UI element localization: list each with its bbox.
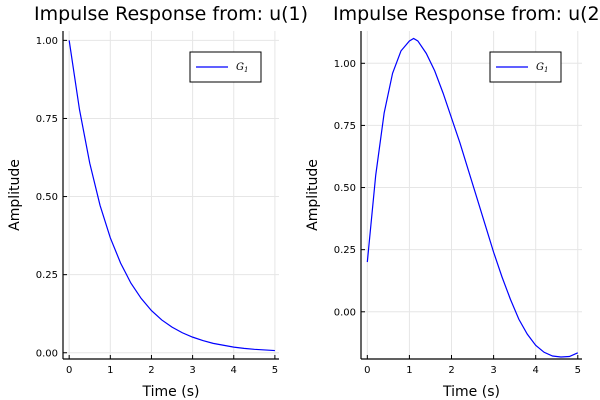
plot-2-title: Impulse Response from: u(2 xyxy=(333,3,600,25)
plot-2-x-tick-label: 5 xyxy=(575,365,581,376)
plot-2-y-tick-label: 0.00 xyxy=(334,307,356,318)
plot-1-legend-label: G1 xyxy=(236,62,248,74)
plot-2-y-tick-label: 0.25 xyxy=(334,245,356,256)
plot-1-legend: G1 xyxy=(189,51,262,83)
plot-1-legend-name: G xyxy=(236,62,244,73)
plot-1-title: Impulse Response from: u(1) xyxy=(34,3,308,25)
plot-1-y-ticks: 0.00 0.25 0.50 0.75 1.00 xyxy=(36,36,67,359)
plot-1-x-tick-label: 2 xyxy=(148,365,154,376)
plot-1-x-tick-label: 1 xyxy=(107,365,113,376)
plot-1-grid xyxy=(63,31,279,359)
plot-2-x-label: Time (s) xyxy=(442,384,500,400)
plot-1-x-tick-label: 4 xyxy=(231,365,237,376)
plot-2-x-tick-label: 0 xyxy=(364,365,370,376)
plot-1-x-label: Time (s) xyxy=(142,384,200,400)
plot-1-x-ticks: 0 1 2 3 4 5 xyxy=(66,355,278,376)
plot-1-y-tick-label: 1.00 xyxy=(36,36,58,47)
plot-1-x-tick-label: 3 xyxy=(189,365,195,376)
plot-2-legend-subscript: 1 xyxy=(544,66,548,74)
plot-2-legend-label: G1 xyxy=(536,62,548,74)
plot-2-x-tick-label: 3 xyxy=(490,365,496,376)
plot-1-series-line xyxy=(68,40,275,352)
plot-2-legend: G1 xyxy=(489,51,562,83)
plot-1-y-tick-label: 0.50 xyxy=(36,192,58,203)
plot-1-y-label: Amplitude xyxy=(7,159,23,231)
plot-2-y-tick-label: 1.00 xyxy=(334,59,356,70)
plot-2-y-tick-label: 0.50 xyxy=(334,183,356,194)
plot-2-x-tick-label: 1 xyxy=(406,365,412,376)
plot-1-y-tick-label: 0.25 xyxy=(36,270,58,281)
plot-1-y-tick-label: 0.75 xyxy=(36,114,58,125)
plot-1-x-tick-label: 5 xyxy=(272,365,278,376)
plot-2-y-tick-label: 0.75 xyxy=(334,121,356,132)
plot-1-legend-subscript: 1 xyxy=(244,66,248,74)
plot-2-x-tick-label: 2 xyxy=(448,365,454,376)
plot-2-x-ticks: 0 1 2 3 4 5 xyxy=(364,355,581,376)
plot-2-legend-name: G xyxy=(536,62,544,73)
plot-2-y-label: Amplitude xyxy=(305,159,321,231)
plot-1-y-tick-label: 0.00 xyxy=(36,348,58,359)
plot-2-series-line xyxy=(366,37,579,358)
plot-1-x-tick-label: 0 xyxy=(66,365,72,376)
plot-2-x-tick-label: 4 xyxy=(533,365,539,376)
plot-2-y-ticks: 0.00 0.25 0.50 0.75 1.00 xyxy=(334,59,365,318)
